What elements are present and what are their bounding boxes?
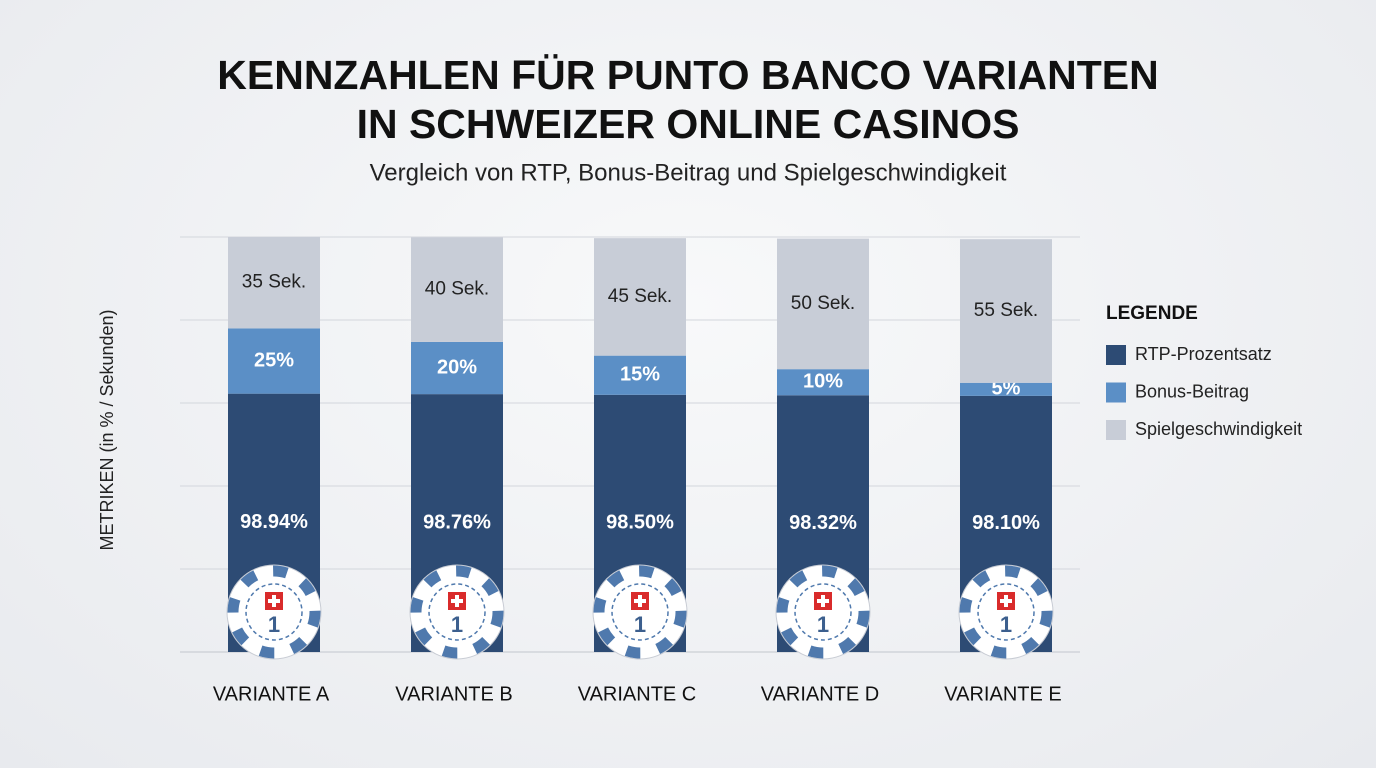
- value-label: 50 Sek.: [791, 293, 855, 314]
- bar-segment: [228, 328, 320, 394]
- chip: 1: [409, 564, 505, 660]
- value-label: 25%: [254, 349, 294, 371]
- legend-title: LEGENDE: [1106, 303, 1198, 324]
- value-label: 98.32%: [789, 512, 857, 534]
- y-axis-label: METRIKEN (in % / Sekunden): [97, 309, 117, 550]
- bar-segment: [777, 369, 869, 396]
- bar-segment: [228, 237, 320, 329]
- value-label: 98.94%: [240, 511, 308, 533]
- chart-title: KENNZAHLEN FÜR PUNTO BANCO VARIANTEN: [217, 52, 1158, 98]
- chart-subtitle: Vergleich von RTP, Bonus-Beitrag und Spi…: [370, 159, 1007, 186]
- chip-edge: [593, 565, 687, 659]
- chart-title: IN SCHWEIZER ONLINE CASINOS: [357, 101, 1020, 147]
- value-label: 10%: [803, 371, 843, 393]
- legend-swatch: [1106, 345, 1126, 365]
- chip: 1: [958, 564, 1054, 660]
- value-label: 45 Sek.: [608, 286, 672, 307]
- legend-label: Bonus-Beitrag: [1135, 381, 1249, 401]
- value-label: 20%: [437, 356, 477, 378]
- swiss-cross: [817, 599, 829, 603]
- bar-segment: [960, 382, 1052, 396]
- legend-label: Spielgeschwindigkeit: [1135, 419, 1302, 439]
- chip-label: 1: [817, 612, 829, 637]
- value-label: 55 Sek.: [974, 300, 1038, 321]
- chip-label: 1: [451, 612, 463, 637]
- bar-segment: [411, 341, 503, 395]
- chip-inner: [611, 583, 669, 641]
- chip-edge: [410, 565, 504, 659]
- bar-segment: [594, 355, 686, 395]
- chip-edge: [227, 565, 321, 659]
- chip: 1: [592, 564, 688, 660]
- chip: 1: [226, 564, 322, 660]
- bar-segment: [411, 237, 503, 342]
- bar-segment: [960, 239, 1052, 383]
- value-label: 98.76%: [423, 511, 491, 533]
- value-label: 35 Sek.: [242, 272, 306, 293]
- swiss-cross: [634, 599, 646, 603]
- legend-label: RTP-Prozentsatz: [1135, 344, 1272, 364]
- chip-inner: [794, 583, 852, 641]
- chip-edge: [776, 565, 870, 659]
- chip-inner: [977, 583, 1035, 641]
- chip: 1: [775, 564, 871, 660]
- chip-inner: [428, 583, 486, 641]
- value-label: 98.50%: [606, 512, 674, 534]
- x-tick-label: VARIANTE B: [395, 683, 512, 705]
- x-tick-label: VARIANTE C: [578, 683, 697, 705]
- chip-label: 1: [634, 612, 646, 637]
- swiss-cross: [451, 599, 463, 603]
- value-label: 5%: [992, 378, 1021, 400]
- swiss-cross: [268, 599, 280, 603]
- legend-swatch: [1106, 382, 1126, 403]
- bar-segment: [594, 238, 686, 356]
- chip-edge: [959, 565, 1053, 659]
- x-tick-label: VARIANTE A: [213, 683, 330, 705]
- value-label: 15%: [620, 364, 660, 386]
- chip-label: 1: [1000, 612, 1012, 637]
- chip-inner: [245, 583, 303, 641]
- value-label: 40 Sek.: [425, 279, 489, 300]
- swiss-cross: [1000, 599, 1012, 603]
- bar-segment: [777, 238, 869, 370]
- x-tick-label: VARIANTE D: [761, 683, 880, 705]
- chip-label: 1: [268, 612, 280, 637]
- x-tick-label: VARIANTE E: [944, 683, 1061, 705]
- value-label: 98.10%: [972, 512, 1040, 534]
- legend-swatch: [1106, 420, 1126, 440]
